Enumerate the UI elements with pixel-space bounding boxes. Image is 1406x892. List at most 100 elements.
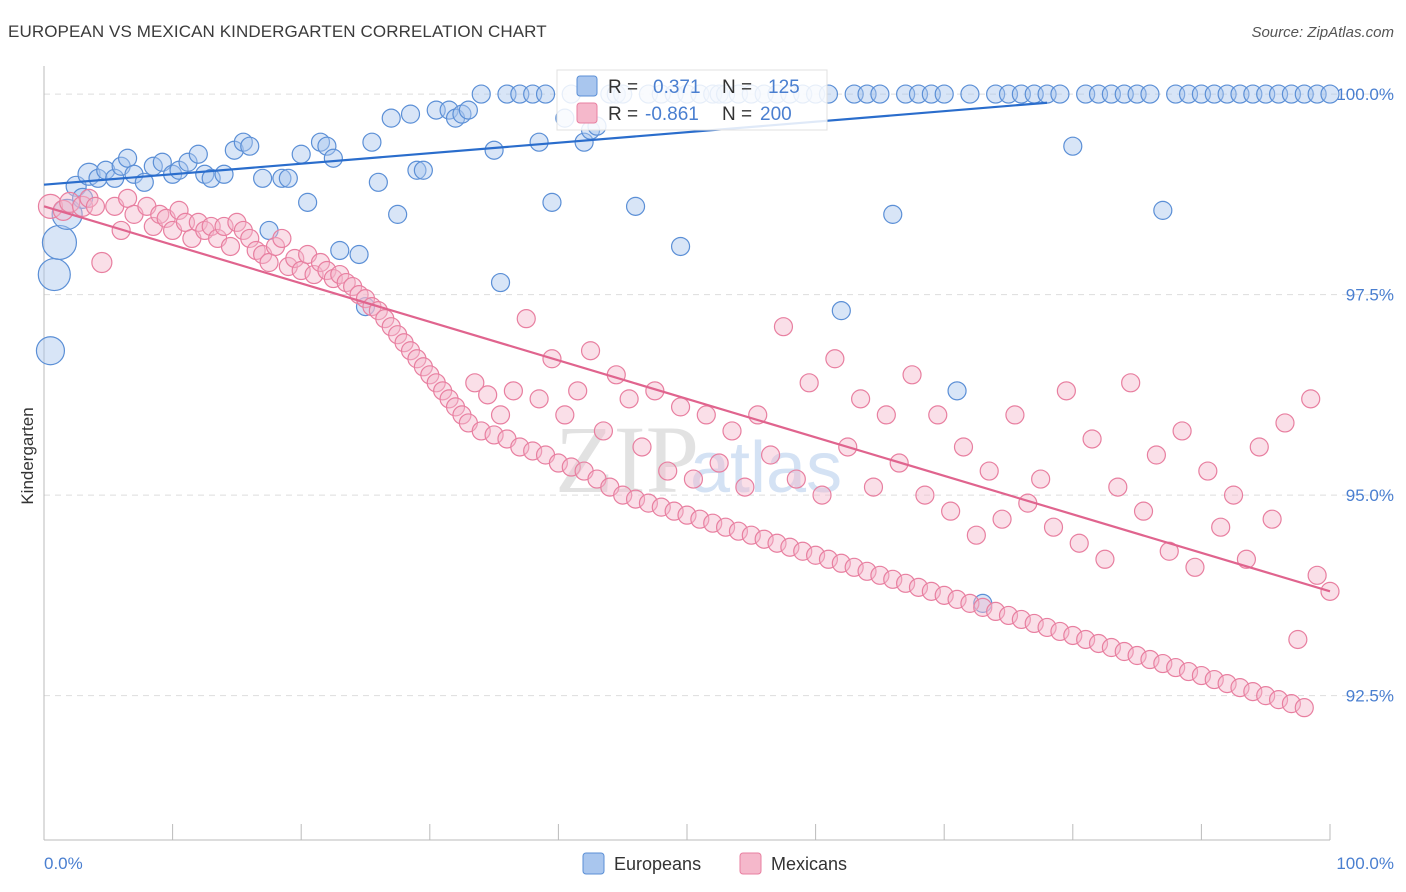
europeans-point [388, 204, 408, 224]
mexicans-point [986, 601, 1006, 622]
mexicans-point [394, 333, 414, 353]
europeans-point [400, 104, 421, 124]
mexicans-point [651, 497, 671, 517]
mexicans-point [227, 212, 247, 233]
mexicans-point [715, 517, 736, 537]
mexicans-point [1262, 509, 1282, 529]
europeans-point [88, 168, 108, 188]
mexicans-point [555, 405, 575, 425]
y-tick-label: 97.5% [1346, 286, 1394, 305]
mexicans-point [1011, 609, 1031, 630]
mexicans-point [793, 541, 813, 561]
europeans-point [542, 192, 562, 212]
legend-r-value-2: -0.861 [645, 104, 699, 125]
mexicans-point [117, 188, 138, 208]
mexicans-point [1268, 690, 1289, 710]
europeans-point [323, 148, 343, 168]
mexicans-point [445, 397, 466, 417]
mexicans-point [870, 565, 890, 585]
europeans-point [298, 192, 318, 212]
legend-n-label-2: N = [722, 104, 752, 125]
y-tick-labels: 100.0% 97.5% 95.0% 92.5% [1336, 85, 1394, 706]
mexicans-point [1288, 629, 1308, 650]
mexicans-point [1146, 445, 1166, 465]
mexicans-point [388, 325, 408, 345]
mexicans-point [953, 437, 974, 457]
europeans-point [117, 148, 138, 168]
mexicans-point [941, 501, 961, 521]
mexicans-point [773, 317, 794, 337]
mexicans-point [1211, 517, 1231, 537]
mexicans-point [805, 545, 826, 565]
mexicans-point [632, 437, 652, 457]
mexicans-point [876, 405, 896, 425]
mexicans-point [664, 501, 684, 521]
chart-title: EUROPEAN VS MEXICAN KINDERGARTEN CORRELA… [8, 22, 547, 41]
mexicans-point [966, 525, 986, 545]
y-axis-label: Kindergarten [18, 407, 37, 504]
europeans-point [362, 132, 382, 152]
legend-r-label-1: R = [608, 77, 638, 98]
mexicans-point [728, 521, 749, 541]
bottom-legend-europeans: Europeans [614, 854, 701, 874]
europeans-point [278, 168, 298, 188]
bottom-swatch-europeans [582, 852, 605, 875]
mexicans-point [741, 525, 761, 545]
mexicans-point [381, 317, 401, 337]
mexicans-point [760, 445, 781, 465]
mexicans-point [304, 264, 324, 285]
europeans-point [407, 160, 427, 180]
mexicans-point [1185, 557, 1205, 577]
trend-lines [43, 101, 1331, 593]
europeans-point [253, 168, 273, 188]
mexicans-point [1101, 637, 1121, 658]
europeans-point [439, 100, 459, 120]
europeans-point [947, 381, 967, 401]
mexicans-point [1230, 678, 1250, 698]
europeans-point [35, 336, 66, 366]
legend-swatch-mexicans [576, 102, 598, 124]
x-tick-label-min: 0.0% [44, 854, 83, 873]
mexicans-point [844, 557, 864, 577]
mexicans-point [85, 196, 106, 216]
mexicans-point [548, 453, 569, 473]
mexicans-point [754, 529, 774, 549]
mexicans-point [471, 421, 491, 441]
europeans-point [870, 84, 890, 104]
mexicans-point [780, 537, 800, 557]
europeans-point [291, 144, 311, 164]
mexicans-point [439, 389, 459, 409]
europeans-point [535, 84, 556, 104]
europeans-point [413, 160, 433, 180]
mexicans-point [1095, 549, 1115, 569]
mexicans-point [1082, 429, 1102, 449]
mexicans-point [1133, 501, 1154, 521]
europeans-point [368, 172, 388, 192]
mexicans-point [670, 397, 691, 417]
mexicans-point [1114, 641, 1134, 662]
axes [43, 66, 1331, 841]
europeans-point [960, 84, 980, 104]
mexicans-trend-line [43, 205, 1331, 593]
x-tick-label-max: 100.0% [1336, 854, 1394, 873]
mexicans-point [433, 381, 453, 401]
europeans-point [458, 100, 478, 120]
mexicans-point [529, 389, 549, 409]
y-tick-label: 92.5% [1346, 687, 1394, 706]
europeans-point [529, 132, 549, 152]
mexicans-point [523, 441, 543, 461]
mexicans-point [214, 216, 234, 237]
mexicans-point [452, 405, 472, 425]
mexicans-point [883, 569, 903, 589]
mexicans-point [722, 421, 742, 441]
europeans-points [35, 84, 1340, 613]
mexicans-point [420, 365, 440, 385]
europeans-point [41, 224, 78, 261]
mexicans-point [1069, 533, 1089, 553]
mexicans-point [902, 365, 922, 385]
mexicans-point [240, 228, 260, 249]
mexicans-point [934, 585, 954, 605]
mexicans-point [265, 236, 286, 257]
mexicans-point [272, 228, 292, 249]
mexicans-point [278, 256, 298, 277]
